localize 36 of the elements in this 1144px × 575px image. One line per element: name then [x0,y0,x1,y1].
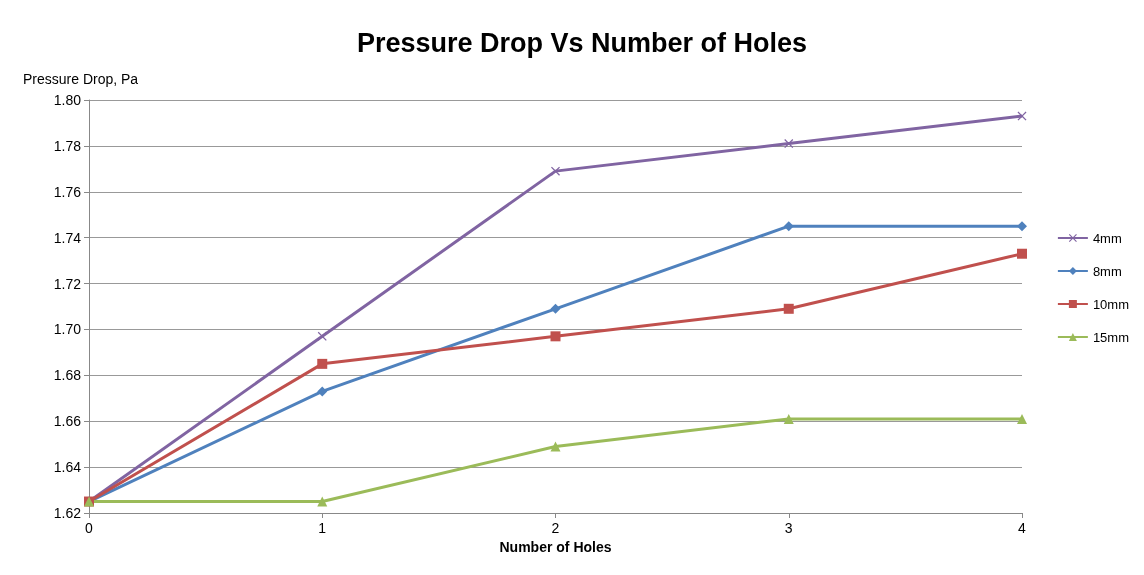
chart-title: Pressure Drop Vs Number of Holes [356,27,808,58]
point [317,386,328,397]
point [784,139,794,149]
legend-label: 15mm [1092,329,1130,345]
point [551,166,560,176]
legend-label: 10mm [1092,296,1130,312]
y-axis-title: Pressure Drop, Pa [23,71,139,87]
point [1017,221,1027,232]
x-tick-label: 1 [318,520,327,536]
point [783,221,794,232]
x-tick-label: 0 [85,520,94,536]
point [550,331,561,342]
y-tick-label: 1.74 [53,229,82,246]
legend-label: 8mm [1092,263,1122,279]
y-tick-label: 1.64 [53,459,82,476]
y-tick-label: 1.66 [53,413,82,430]
point [317,496,328,507]
point [550,303,561,314]
y-tick-label: 1.70 [53,321,82,338]
point [550,441,561,452]
x-axis-title: Number of Holes [499,538,612,555]
y-tick-label: 1.72 [53,275,82,292]
x-tick-label: 4 [1018,520,1027,536]
y-tick-label: 1.78 [53,137,82,154]
legend-label: 4mm [1092,230,1122,246]
y-tick-label: 1.62 [53,505,82,521]
point [1017,248,1027,259]
x-tick-label: 3 [784,520,793,536]
point [317,358,328,369]
point [1017,413,1027,424]
y-tick-label: 1.80 [53,92,82,108]
x-tick-label: 2 [551,520,560,536]
y-tick-label: 1.68 [53,367,82,384]
point [783,303,794,314]
y-tick-label: 1.76 [53,183,82,200]
point [783,413,794,424]
